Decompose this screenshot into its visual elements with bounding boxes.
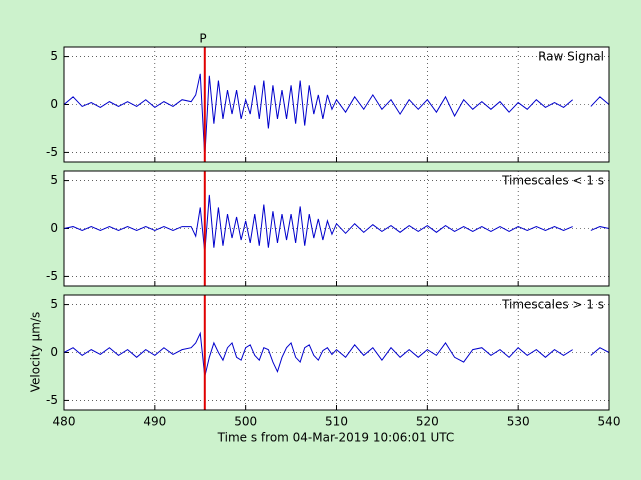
y-tick-label: 0	[50, 97, 58, 111]
x-tick-label: 520	[416, 415, 439, 429]
plot-frame	[63, 46, 610, 163]
x-tick-label: 500	[234, 415, 257, 429]
signal-line	[63, 73, 610, 158]
y-tick-label: 0	[50, 345, 58, 359]
y-tick-label: -5	[46, 145, 58, 159]
y-tick-label: -5	[46, 269, 58, 283]
signal-line	[63, 331, 610, 377]
y-tick-label: 5	[50, 297, 58, 311]
x-tick-label: 510	[325, 415, 348, 429]
y-axis-label: Velocity μm/s	[29, 312, 43, 393]
plot-frame	[63, 294, 610, 411]
plot-frame	[63, 170, 610, 287]
signal-line	[63, 194, 610, 253]
x-tick-label: 530	[507, 415, 530, 429]
x-tick-label: 480	[53, 415, 76, 429]
x-tick-label: 490	[143, 415, 166, 429]
x-tick-label: 540	[598, 415, 621, 429]
panel-label: Raw Signal	[538, 50, 604, 64]
x-axis-label: Time s from 04-Mar-2019 10:06:01 UTC	[217, 431, 455, 445]
y-tick-label: 5	[50, 173, 58, 187]
pick-label: P	[199, 32, 206, 46]
panel-label: Timescales < 1 s	[501, 174, 604, 188]
panel-label: Timescales > 1 s	[501, 298, 604, 312]
y-tick-label: 5	[50, 49, 58, 63]
y-tick-label: -5	[46, 393, 58, 407]
y-tick-label: 0	[50, 221, 58, 235]
